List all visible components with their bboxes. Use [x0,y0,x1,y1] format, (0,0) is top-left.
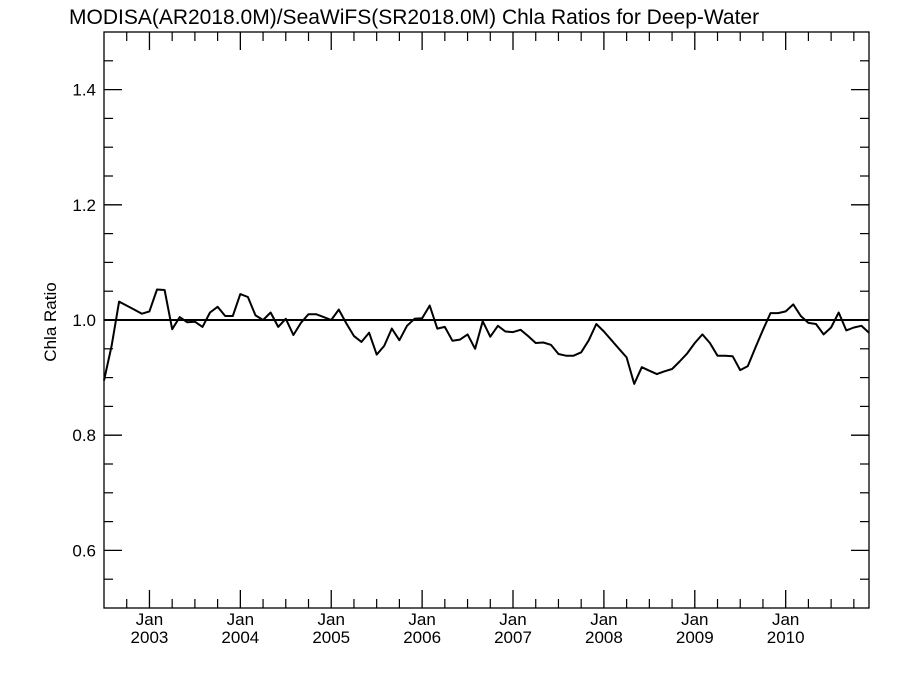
x-tick-year-label: 2005 [312,628,350,647]
series-line [103,288,870,385]
x-tick-year-label: 2003 [131,628,169,647]
x-tick-year-label: 2007 [494,628,532,647]
x-tick-year-label: 2008 [585,628,623,647]
y-tick-label: 1.2 [72,196,96,215]
x-tick-year-label: 2009 [676,628,714,647]
chart-title: MODISA(AR2018.0M)/SeaWiFS(SR2018.0M) Chl… [69,6,759,29]
y-tick-label: 1.0 [72,311,96,330]
axis-tick-labels: 0.60.81.01.21.4Jan2003Jan2004Jan2005Jan2… [72,81,804,647]
x-tick-month-label: Jan [681,610,708,629]
axis-ticks [104,32,869,608]
x-tick-month-label: Jan [590,610,617,629]
x-tick-month-label: Jan [408,610,435,629]
y-tick-label: 0.8 [72,426,96,445]
x-tick-year-label: 2004 [221,628,259,647]
x-tick-month-label: Jan [136,610,163,629]
y-tick-label: 0.6 [72,541,96,560]
x-tick-year-label: 2010 [767,628,805,647]
x-tick-month-label: Jan [772,610,799,629]
x-tick-month-label: Jan [318,610,345,629]
x-tick-month-label: Jan [499,610,526,629]
x-tick-year-label: 2006 [403,628,441,647]
x-tick-month-label: Jan [227,610,254,629]
y-tick-label: 1.4 [72,81,96,100]
y-axis-label: Chla Ratio [41,282,60,361]
